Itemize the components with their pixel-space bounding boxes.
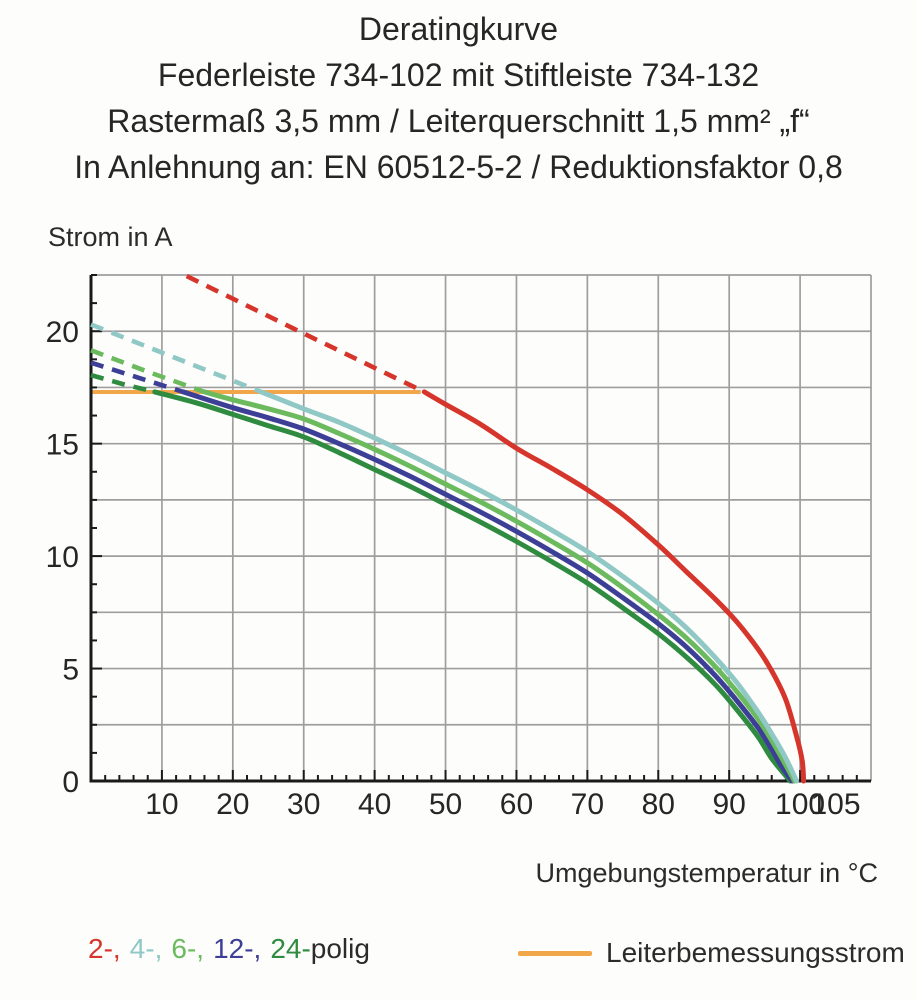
curve-12-polig-dashed xyxy=(90,360,184,395)
x-tick-label: 80 xyxy=(642,788,675,821)
y-tick-label: 0 xyxy=(62,766,79,799)
legend-row: 2-, 4-, 6-, 12-, 24-polig Leiterbemessungsst… xyxy=(0,933,917,979)
pole-legend-segment-3: 12-, xyxy=(213,933,262,964)
pole-count-legend: 2-, 4-, 6-, 12-, 24-polig xyxy=(88,933,370,965)
x-tick-label: 105 xyxy=(811,788,861,821)
x-tick-label: 100 xyxy=(775,788,825,821)
pole-legend-segment-2: 6-, xyxy=(171,933,205,964)
x-tick-label: 20 xyxy=(216,788,249,821)
x-tick-label: 60 xyxy=(500,788,533,821)
curve-2-polig-solid xyxy=(421,389,807,784)
pole-legend-segment-5: polig xyxy=(310,933,370,964)
x-tick-label: 50 xyxy=(429,788,462,821)
y-tick-label: 20 xyxy=(46,316,79,349)
reference-legend: Leiterbemessungsstrom xyxy=(518,933,905,973)
title-line-4: In Anlehnung an: EN 60512-5-2 / Reduktio… xyxy=(74,149,843,185)
pole-legend-segment-1: 4-, xyxy=(129,933,163,964)
title-block: Deratingkurve Federleiste 734-102 mit St… xyxy=(0,6,917,190)
curve-4-polig-solid xyxy=(258,389,799,784)
y-axis-title: Strom in A xyxy=(48,222,173,252)
y-tick-label: 5 xyxy=(62,654,79,687)
title-line-3: Rastermaß 3,5 mm / Leiterquerschnitt 1,5… xyxy=(107,103,810,139)
title-line-1: Deratingkurve xyxy=(358,11,559,47)
x-tick-label: 40 xyxy=(358,788,391,821)
title-line-2: Federleiste 734-102 mit Stiftleiste 734-… xyxy=(157,57,760,93)
x-tick-label: 30 xyxy=(287,788,320,821)
pole-legend-segment-0: 2-, xyxy=(88,933,121,964)
curve-24-polig-dashed xyxy=(90,372,156,395)
curve-24-polig-solid xyxy=(152,389,793,784)
reference-legend-label: Leiterbemessungsstrom xyxy=(606,937,905,968)
curve-12-polig-solid xyxy=(180,389,795,784)
y-tick-label: 15 xyxy=(46,429,79,462)
x-tick-label: 70 xyxy=(571,788,604,821)
curve-6-polig-dashed xyxy=(90,348,206,395)
reference-line-swatch xyxy=(518,950,592,956)
x-tick-label: 90 xyxy=(712,788,745,821)
y-tick-label: 10 xyxy=(46,541,79,574)
x-tick-label: 10 xyxy=(145,788,178,821)
curve-4-polig-dashed xyxy=(90,322,263,395)
pole-legend-segment-4: 24- xyxy=(270,933,311,964)
curve-6-polig-solid xyxy=(202,389,797,784)
x-axis-title: Umgebungstemperatur in °C xyxy=(535,858,878,888)
